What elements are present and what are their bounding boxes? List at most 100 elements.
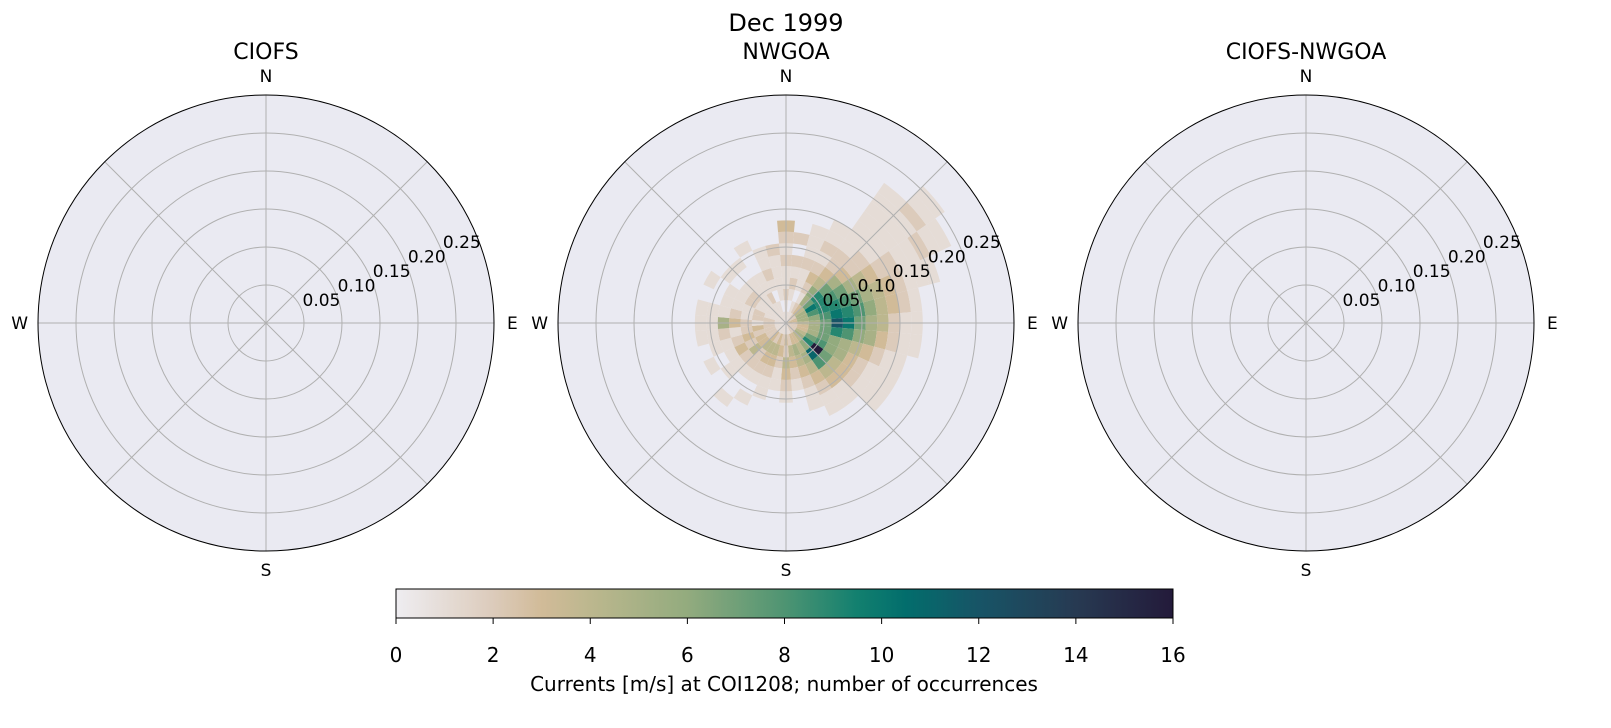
histogram-cell	[771, 367, 783, 380]
histogram-cell	[882, 218, 908, 245]
histogram-cell	[860, 361, 879, 382]
histogram-cell	[788, 333, 796, 346]
histogram-cell	[759, 281, 772, 295]
histogram-cell	[730, 334, 745, 348]
colorbar-tick-label: 10	[869, 643, 894, 667]
histogram-cell	[741, 303, 756, 315]
histogram-cell	[819, 325, 832, 335]
histogram-cell	[786, 323, 797, 330]
polar-axes-frame	[37, 94, 495, 552]
histogram-cell	[858, 343, 875, 362]
histogram-cell	[871, 192, 899, 219]
histogram-cell	[837, 337, 853, 352]
histogram-cell	[695, 299, 709, 317]
histogram-cell	[906, 194, 936, 225]
histogram-cell	[844, 229, 867, 251]
histogram-cell	[916, 224, 941, 256]
histogram-cell	[769, 304, 780, 315]
histogram-cell	[790, 302, 800, 314]
polar-panel-ciofs-nwgoa: 0.050.100.150.200.25 N E S W CIOFS-NWGOA	[1051, 40, 1558, 581]
histogram-cell	[790, 332, 800, 344]
colorbar-tick-label: 8	[778, 643, 791, 667]
radial-tick-label: 0.05	[303, 291, 341, 311]
histogram-cell	[787, 345, 795, 358]
histogram-cell	[877, 182, 907, 211]
histogram-cell	[831, 248, 851, 267]
colorbar-label: Currents [m/s] at COI1208; number of occ…	[530, 672, 1038, 696]
histogram-cell	[818, 282, 833, 297]
histogram-cell	[804, 332, 817, 343]
histogram-cell	[823, 342, 838, 356]
histogram-cell	[781, 323, 786, 335]
angular-gridline	[265, 322, 428, 485]
histogram-cell	[857, 210, 883, 235]
histogram-cell	[805, 347, 819, 361]
histogram-cell	[786, 311, 789, 323]
radial-tick-label: 0.05	[1343, 291, 1381, 311]
histogram-cell	[816, 331, 831, 343]
histogram-cell	[864, 201, 891, 227]
histogram-cell	[780, 334, 786, 346]
histogram-cell	[779, 323, 786, 334]
histogram-cell	[889, 270, 908, 294]
histogram-cell	[783, 323, 786, 335]
histogram-cell	[719, 337, 735, 352]
histogram-cell	[766, 292, 777, 305]
histogram-cell	[786, 320, 798, 323]
radial-tick-label: 0.25	[963, 233, 1001, 253]
histogram-cell	[841, 305, 855, 319]
histogram-cell	[804, 303, 817, 314]
histogram-cell	[842, 368, 861, 388]
histogram-cell	[832, 347, 848, 363]
histogram-cell	[775, 316, 786, 323]
histogram-cell	[806, 395, 825, 412]
histogram-cell	[771, 343, 781, 357]
histogram-cell	[794, 353, 806, 368]
histogram-cell	[809, 223, 830, 241]
histogram-cell	[816, 303, 831, 315]
colorbar-tick-label: 6	[681, 643, 694, 667]
histogram-cell	[753, 271, 767, 286]
histogram-cell	[899, 265, 919, 291]
histogram-cell	[852, 328, 866, 344]
compass-label-e: E	[1547, 314, 1558, 334]
histogram-cell	[761, 364, 775, 379]
histogram-cell	[755, 332, 768, 343]
histogram-cell	[909, 260, 930, 288]
histogram-cell	[733, 240, 753, 258]
histogram-cell	[717, 305, 731, 319]
histogram-cell	[799, 294, 811, 307]
histogram-cell	[763, 317, 775, 323]
histogram-cell	[717, 327, 731, 341]
histogram-cell	[757, 336, 770, 348]
histogram-cell	[797, 323, 809, 329]
histogram-cell	[739, 349, 754, 364]
histogram-cell	[850, 250, 871, 271]
polar-axes-frame	[1077, 94, 1535, 552]
histogram-cell	[771, 266, 783, 279]
histogram-cell	[800, 351, 813, 365]
histogram-cell	[826, 355, 843, 372]
histogram-cell	[827, 298, 842, 312]
histogram-cell	[810, 342, 824, 356]
radial-tick-label: 0.20	[1448, 247, 1486, 267]
histogram-cell	[814, 296, 828, 309]
histogram-cell	[794, 306, 805, 317]
histogram-cell	[706, 302, 720, 318]
histogram-cell	[802, 336, 815, 348]
histogram-cell	[788, 300, 796, 313]
compass-label-s: S	[1301, 561, 1312, 581]
colorbar-tick-label: 4	[584, 643, 597, 667]
histogram-cell	[781, 311, 786, 323]
histogram-cell	[753, 347, 767, 361]
histogram-cell	[757, 298, 770, 310]
histogram-cell	[724, 347, 740, 363]
histogram-cell	[774, 323, 786, 328]
histogram-cell	[837, 294, 853, 309]
histogram-cell	[729, 308, 742, 320]
angular-gridline	[785, 161, 948, 324]
histogram-cell	[719, 294, 735, 309]
histogram-cell	[792, 232, 810, 246]
histogram-cell	[768, 378, 782, 392]
histogram-cell	[734, 290, 749, 304]
